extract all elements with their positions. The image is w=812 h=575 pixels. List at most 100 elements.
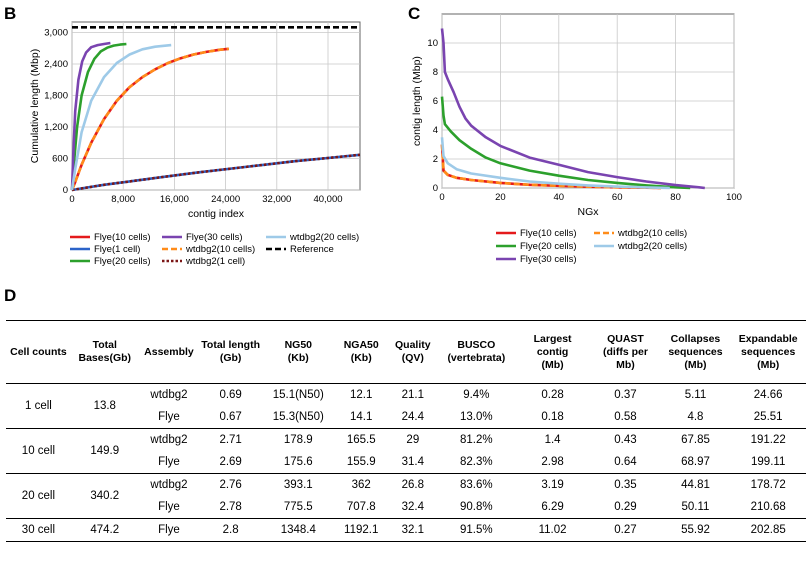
b-y-tick-label: 1,800 xyxy=(44,91,68,102)
table-row: 10 cell 149.9 wtdbg2 2.71 178.9 165.5 29 81.2% 1… xyxy=(6,428,806,474)
b-x-tick-label: 24,000 xyxy=(211,194,240,205)
table-row: Flye 2.78 775.5 707.8 32.4 90.8% 6.29 0.29 50.11… xyxy=(6,496,806,519)
table-cell: 2.78 xyxy=(219,501,242,513)
column-header: Assembly xyxy=(144,345,194,358)
b-series-wtdbg2-10-cells xyxy=(70,47,229,191)
table-cell: 9.4% xyxy=(437,383,515,406)
b-series-flye-1-cell xyxy=(71,153,361,192)
table-cell: 24.4 xyxy=(401,411,425,423)
c-x-tick-label: 0 xyxy=(439,192,444,203)
b-y-tick-label: 3,000 xyxy=(44,28,68,39)
b-legend-label-flye-20-cells: Flye(20 cells) xyxy=(94,256,151,267)
panel-label-d: D xyxy=(4,286,17,305)
column-header: Quality (QV) xyxy=(395,339,431,364)
b-chart: 0 8,000 16,000 24,000 32,000 40,000 0 600 1,200 1… xyxy=(29,21,361,220)
table-cell: 13.0% xyxy=(460,411,493,423)
table-cell: 4.8 xyxy=(687,411,704,423)
c-y-tick-label: 8 xyxy=(433,67,438,78)
table-cell: 0.28 xyxy=(514,383,591,406)
table-cell: Flye xyxy=(158,501,180,513)
table-cell: 6.29 xyxy=(541,501,564,513)
b-x-tick-label: 16,000 xyxy=(160,194,189,205)
table-cell: 1348.4 xyxy=(261,518,335,542)
c-x-tick-label: 80 xyxy=(670,192,681,203)
c-y-tick-label: 0 xyxy=(433,183,438,194)
table-cell: 32.1 xyxy=(387,518,438,542)
b-legend-label-wtdbg2-20-cells: wtdbg2(20 cells) xyxy=(289,232,359,243)
table-cell: 24.66 xyxy=(730,383,806,406)
table-cell: 199.11 xyxy=(751,456,786,468)
table-cell: 191.22 xyxy=(730,428,806,451)
column-header: BUSCO (vertebrata) xyxy=(447,339,506,364)
b-x-tick-label: 40,000 xyxy=(313,194,342,205)
c-chart: 0 20 40 60 80 100 0 2 4 6 8 10 NGx contig length (Mbp… xyxy=(411,13,742,218)
b-x-tick-label: 32,000 xyxy=(262,194,291,205)
table-row: Flye 2.69 175.6 155.9 31.4 82.3% 2.98 0.64 68.97… xyxy=(6,451,806,474)
c-legend-label-wtdbg2-20-cells: wtdbg2(20 cells) xyxy=(617,241,687,252)
table-cell: 0.29 xyxy=(614,501,637,513)
b-series-flye-20-cells xyxy=(70,42,127,191)
column-header: QUAST (diffs per Mb) xyxy=(603,332,648,371)
panel-label-b: B xyxy=(4,4,17,23)
table-cell: Flye xyxy=(158,411,180,423)
c-x-axis-label: NGx xyxy=(578,206,600,218)
column-header: Collapses sequences (Mb) xyxy=(668,332,723,371)
table-cell: 14.1 xyxy=(350,411,373,423)
table-cell: 29 xyxy=(387,428,438,451)
b-legend-label-flye-10-cells: Flye(10 cells) xyxy=(94,232,151,243)
table-cell: 2.69 xyxy=(219,456,242,468)
b-y-tick-label: 600 xyxy=(52,154,68,165)
column-header: Total length (Gb) xyxy=(201,339,260,364)
table-cell: 2.98 xyxy=(541,456,564,468)
cell-count: 10 cell xyxy=(6,428,71,474)
total-bases: 340.2 xyxy=(70,473,139,519)
table-cell: 0.27 xyxy=(590,518,661,542)
table-cell: wtdbg2 xyxy=(138,428,200,451)
table-cell: 775.5 xyxy=(283,501,313,513)
table-row: 30 cell 474.2 Flye 2.8 1348.4 1192.1 32.1 91.5%… xyxy=(6,518,806,542)
b-legend-label-reference: Reference xyxy=(290,244,334,255)
c-x-tick-label: 60 xyxy=(612,192,623,203)
charts-canvas: 0 8,000 16,000 24,000 32,000 40,00006001,2001… xyxy=(29,13,742,267)
column-header: NGA50 (Kb) xyxy=(343,339,379,364)
c-series-flye-20-cells xyxy=(440,96,691,190)
table-cell: wtdbg2 xyxy=(138,473,200,496)
table-cell: 175.6 xyxy=(283,456,313,468)
c-y-tick-label: 10 xyxy=(427,38,438,49)
table-cell: 2.8 xyxy=(199,518,262,542)
b-legend-label-wtdbg2-1-cell: wtdbg2(1 cell) xyxy=(185,256,245,267)
table-cell: 3.19 xyxy=(514,473,591,496)
table-cell: 5.11 xyxy=(660,383,731,406)
b-legend-label-flye-1-cell: Flye(1 cell) xyxy=(94,244,140,255)
cell-count: 20 cell xyxy=(6,473,71,519)
b-y-tick-label: 0 xyxy=(63,185,68,196)
table-cell: 0.35 xyxy=(590,473,661,496)
table-cell: 68.97 xyxy=(681,456,710,468)
table-cell: 67.85 xyxy=(660,428,731,451)
total-bases: 149.9 xyxy=(70,428,139,474)
table-cell: 50.11 xyxy=(681,501,710,513)
table-cell: 32.4 xyxy=(401,501,425,513)
column-header: Cell counts xyxy=(10,345,67,358)
cell-count: 1 cell xyxy=(6,383,71,429)
table-cell: 0.18 xyxy=(541,411,564,423)
table-cell: 0.69 xyxy=(199,383,262,406)
table-cell: 0.43 xyxy=(590,428,661,451)
table-cell: Flye xyxy=(158,456,180,468)
table-body: 1 cell 13.8 wtdbg2 0.69 15.1(N50) 12.1 21.1 9.4… xyxy=(6,383,806,542)
table-cell: 1192.1 xyxy=(334,518,388,542)
table-cell: 1.4 xyxy=(514,428,591,451)
table-cell: 12.1 xyxy=(334,383,388,406)
b-series-wtdbg2-20-cells xyxy=(70,43,172,191)
table-cell: 15.3(N50) xyxy=(272,411,324,423)
c-y-axis-label: contig length (Mbp) xyxy=(411,56,423,146)
table-cell: 0.37 xyxy=(590,383,661,406)
table-header-row: Cell counts Total Bases(Gb) Assembly Total l… xyxy=(6,320,806,384)
table-cell: 165.5 xyxy=(334,428,388,451)
column-header: NG50 (Kb) xyxy=(284,339,312,364)
table-row: 20 cell 340.2 wtdbg2 2.76 393.1 362 26.8 83.6% 3… xyxy=(6,473,806,519)
table-cell: 55.92 xyxy=(660,518,731,542)
c-y-tick-label: 4 xyxy=(433,125,438,136)
total-bases: 474.2 xyxy=(70,518,139,542)
table-cell: 393.1 xyxy=(261,473,335,496)
